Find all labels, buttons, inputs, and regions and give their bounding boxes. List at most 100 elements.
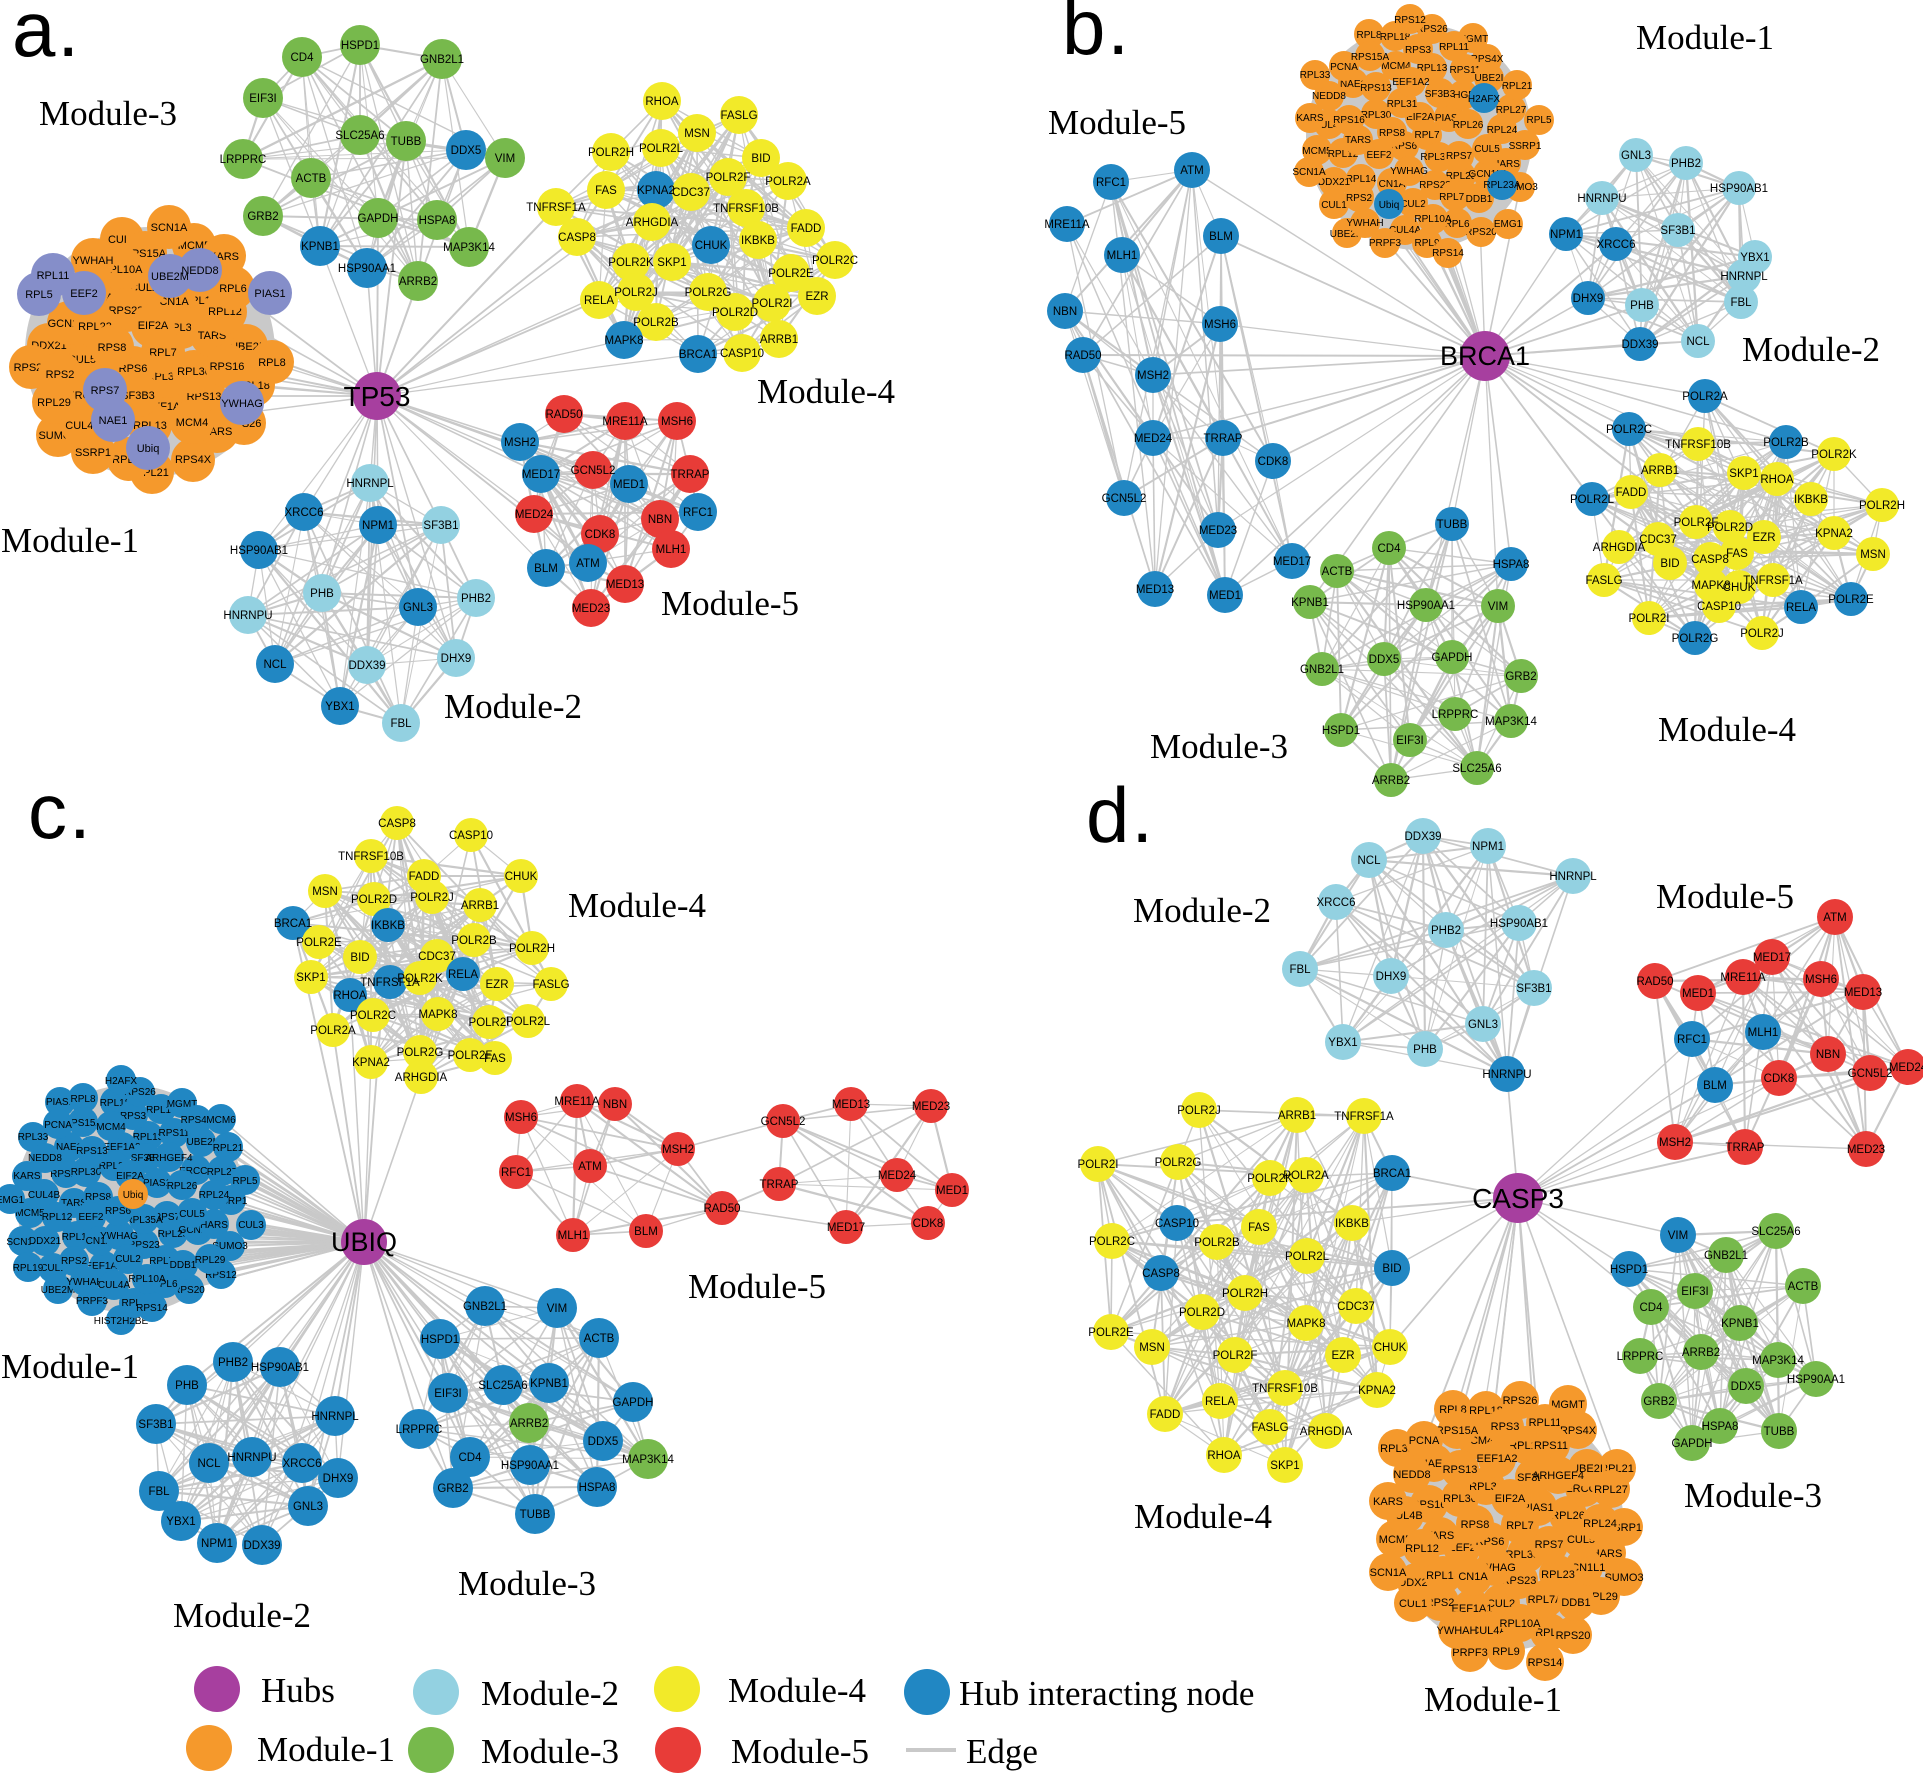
svg-text:EIF3I: EIF3I: [249, 93, 276, 105]
svg-text:RPL10A: RPL10A: [128, 1274, 166, 1285]
svg-text:CN1A: CN1A: [1458, 1571, 1488, 1583]
svg-text:MSN: MSN: [1860, 549, 1886, 561]
svg-text:RPS8: RPS8: [85, 1192, 112, 1203]
svg-text:TNFRSF1A: TNFRSF1A: [1743, 575, 1803, 587]
svg-text:RPL35A: RPL35A: [125, 1215, 163, 1226]
svg-text:RFC1: RFC1: [1096, 177, 1126, 189]
svg-text:POLR2J: POLR2J: [410, 892, 453, 904]
svg-text:POLR2K: POLR2K: [397, 973, 443, 985]
svg-text:DDB1: DDB1: [1466, 194, 1493, 205]
svg-text:TNFRSF10B: TNFRSF10B: [1665, 439, 1731, 451]
svg-text:TUBB: TUBB: [520, 1509, 551, 1521]
svg-text:SF3B1: SF3B1: [1660, 225, 1695, 237]
svg-text:RPL11: RPL11: [1529, 1417, 1562, 1429]
svg-text:MAPK8: MAPK8: [419, 1009, 458, 1021]
svg-text:MED13: MED13: [606, 579, 644, 591]
svg-text:CUL2: CUL2: [1400, 199, 1426, 210]
svg-text:MCM5: MCM5: [15, 1208, 45, 1219]
svg-text:Module-1: Module-1: [1, 521, 139, 560]
svg-text:CUL2: CUL2: [1487, 1598, 1515, 1610]
svg-text:SUMO3: SUMO3: [1502, 182, 1538, 193]
svg-text:KPNB1: KPNB1: [530, 1378, 568, 1390]
svg-text:CASP10: CASP10: [1155, 1218, 1199, 1230]
svg-text:RPL27: RPL27: [1594, 1484, 1628, 1496]
svg-text:RPL23: RPL23: [1541, 1569, 1575, 1581]
svg-text:FADD: FADD: [1616, 487, 1647, 499]
svg-text:PHB: PHB: [175, 1380, 199, 1392]
svg-text:PHB: PHB: [1630, 300, 1654, 312]
svg-text:MSN: MSN: [1139, 1342, 1165, 1354]
svg-text:NCL: NCL: [1357, 855, 1381, 867]
svg-text:RPL33: RPL33: [1300, 70, 1331, 81]
svg-text:FASLG: FASLG: [532, 979, 569, 991]
svg-text:UBIQ: UBIQ: [331, 1227, 397, 1257]
svg-text:POLR2D: POLR2D: [351, 894, 397, 906]
svg-text:MED23: MED23: [1847, 1144, 1885, 1156]
svg-text:HNRNPU: HNRNPU: [1482, 1069, 1531, 1081]
svg-text:ERCC4: ERCC4: [179, 1166, 213, 1177]
svg-text:SF3B3: SF3B3: [131, 1153, 162, 1164]
svg-text:MCM4: MCM4: [1381, 61, 1411, 72]
svg-text:BID: BID: [1382, 1263, 1401, 1275]
svg-text:CUL4B: CUL4B: [1313, 120, 1346, 131]
svg-text:IKBKB: IKBKB: [371, 920, 405, 932]
svg-text:GRB2: GRB2: [247, 211, 278, 223]
svg-text:NCL: NCL: [263, 659, 287, 671]
svg-text:EEF2: EEF2: [1366, 150, 1391, 161]
svg-text:RPL23A: RPL23A: [1483, 180, 1521, 191]
svg-text:SKP1: SKP1: [1270, 1460, 1299, 1472]
svg-text:YBX1: YBX1: [166, 1516, 195, 1528]
svg-text:Hubs: Hubs: [261, 1671, 335, 1710]
svg-text:RPS2: RPS2: [1346, 193, 1373, 204]
svg-text:BRCA1: BRCA1: [1440, 341, 1530, 371]
svg-text:CN1A: CN1A: [86, 1236, 113, 1247]
svg-text:MLH1: MLH1: [1107, 250, 1138, 262]
svg-text:RPL31: RPL31: [99, 1161, 130, 1172]
svg-text:KPNA2: KPNA2: [1815, 528, 1853, 540]
svg-text:ACTB: ACTB: [1322, 566, 1353, 578]
svg-text:MED24: MED24: [515, 509, 554, 521]
svg-text:MED24: MED24: [1134, 433, 1173, 445]
svg-text:GNB2L1: GNB2L1: [463, 1301, 507, 1313]
svg-text:RPL26: RPL26: [1551, 1510, 1585, 1522]
svg-text:Module-4: Module-4: [1658, 710, 1796, 749]
svg-text:YWHAH: YWHAH: [73, 255, 114, 267]
svg-text:Module-4: Module-4: [1134, 1497, 1272, 1536]
svg-text:GNB2L1: GNB2L1: [1704, 1250, 1748, 1262]
svg-text:RPL27: RPL27: [207, 1167, 238, 1178]
svg-text:MLH1: MLH1: [656, 544, 687, 556]
svg-text:EEF2: EEF2: [70, 288, 98, 300]
svg-text:CUL4A: CUL4A: [1389, 225, 1422, 236]
svg-text:RPL8: RPL8: [258, 357, 286, 369]
svg-text:RPL5: RPL5: [1526, 115, 1551, 126]
svg-text:SF3B1: SF3B1: [423, 520, 458, 532]
svg-text:RPS11: RPS11: [159, 1128, 190, 1139]
svg-text:POLR2D: POLR2D: [1179, 1307, 1225, 1319]
svg-text:KPNB1: KPNB1: [1721, 1318, 1759, 1330]
svg-text:FAS: FAS: [484, 1053, 506, 1065]
svg-text:MSH2: MSH2: [662, 1144, 694, 1156]
svg-text:FBL: FBL: [390, 718, 412, 730]
svg-text:POLR2F: POLR2F: [706, 172, 751, 184]
svg-text:RPL6: RPL6: [219, 283, 247, 295]
svg-text:POLR2E: POLR2E: [296, 937, 342, 949]
svg-text:SF3B1: SF3B1: [1516, 983, 1551, 995]
svg-text:Module-3: Module-3: [1150, 727, 1288, 766]
svg-text:POLR2K: POLR2K: [1247, 1173, 1293, 1185]
svg-text:RPS4X: RPS4X: [1560, 1425, 1597, 1437]
svg-text:UBE2I: UBE2I: [1571, 1463, 1603, 1475]
svg-text:NAE1: NAE1: [1340, 79, 1367, 90]
svg-text:RPS3: RPS3: [120, 1111, 147, 1122]
svg-text:ARHGDIA: ARHGDIA: [1593, 542, 1646, 554]
svg-text:RPL5: RPL5: [232, 1176, 257, 1187]
svg-text:EEF1A2: EEF1A2: [1477, 1453, 1518, 1465]
svg-text:KARS: KARS: [1296, 113, 1324, 124]
svg-text:CASP8: CASP8: [378, 818, 416, 830]
svg-text:Module-3: Module-3: [481, 1732, 619, 1771]
svg-text:HSP90AA1: HSP90AA1: [1397, 600, 1455, 612]
svg-text:TRRAP: TRRAP: [671, 469, 710, 481]
svg-text:BLM: BLM: [634, 1226, 658, 1238]
svg-text:SKP1: SKP1: [296, 972, 325, 984]
svg-text:EEF1A2: EEF1A2: [103, 1142, 141, 1153]
svg-text:MAP3K14: MAP3K14: [1485, 716, 1537, 728]
